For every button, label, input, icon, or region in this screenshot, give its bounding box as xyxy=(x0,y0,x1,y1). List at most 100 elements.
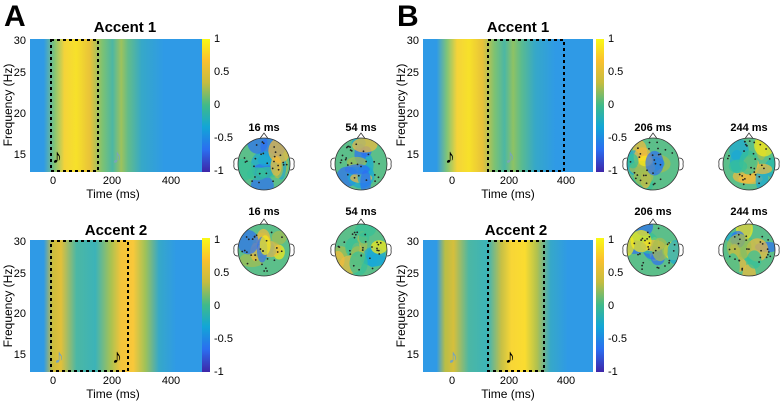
electrode-dot xyxy=(245,160,248,163)
scalp-blob xyxy=(257,154,273,167)
topo-time-label: 16 ms xyxy=(248,122,280,134)
scalp-topomap xyxy=(233,218,295,277)
cbar-tick: 1 xyxy=(214,33,221,45)
electrode-dot xyxy=(648,235,651,238)
electrode-dot xyxy=(353,236,356,239)
ear-marker xyxy=(289,243,295,257)
xtick: 0 xyxy=(49,375,57,387)
electrode-dot xyxy=(645,182,648,185)
electrode-dot xyxy=(652,251,655,254)
electrode-dot xyxy=(646,231,649,234)
electrode-dot xyxy=(760,249,762,252)
electrode-dot xyxy=(241,250,244,253)
electrode-dot xyxy=(352,264,355,267)
colorbar-a2 xyxy=(202,238,210,372)
electrode-dot xyxy=(738,173,741,176)
electrode-dot xyxy=(246,262,249,265)
electrode-dot xyxy=(749,173,752,176)
cbar-tick: -0.5 xyxy=(214,132,233,144)
electrode-dot xyxy=(346,164,349,166)
ear-marker xyxy=(622,157,628,171)
electrode-dot xyxy=(276,251,279,253)
electrode-dot xyxy=(758,261,760,263)
plot-title-a2: Accent 2 xyxy=(84,222,148,239)
electrode-dot xyxy=(765,148,767,150)
electrode-dot xyxy=(358,268,361,271)
electrode-dot xyxy=(668,259,671,262)
electrode-dot xyxy=(673,243,676,246)
electrode-dot xyxy=(255,234,258,237)
scalp-blob xyxy=(352,138,378,153)
electrode-dot xyxy=(247,238,250,241)
ear-marker xyxy=(233,243,239,257)
heatmap-a1 xyxy=(30,39,202,172)
electrode-dot xyxy=(738,238,741,241)
electrode-dot xyxy=(638,252,641,255)
head-outline xyxy=(334,137,388,191)
xtick: 0 xyxy=(448,175,456,187)
electrode-dot xyxy=(753,171,756,173)
cbar-tick: -1 xyxy=(214,165,224,177)
electrode-dot xyxy=(266,257,269,260)
topo-time-label: 16 ms xyxy=(248,206,280,218)
heatmap-fill xyxy=(30,39,202,172)
electrode-dot xyxy=(647,248,650,251)
scalp-blob xyxy=(754,138,775,157)
electrode-dot xyxy=(657,153,660,156)
electrode-dot xyxy=(758,175,761,178)
topo-time-label: 54 ms xyxy=(345,206,377,218)
note-icon: ♪ xyxy=(52,146,62,168)
electrode-dot xyxy=(733,236,736,238)
electrode-dot xyxy=(340,159,343,162)
electrode-dot xyxy=(362,150,365,153)
electrode-dot xyxy=(344,158,347,161)
scalp-topomap xyxy=(622,218,684,277)
ytick: 15 xyxy=(13,349,26,361)
electrode-dot xyxy=(734,248,736,250)
electrode-dot xyxy=(376,249,379,252)
electrode-dot xyxy=(671,152,674,154)
electrode-dot xyxy=(254,259,257,261)
electrode-dot xyxy=(254,157,257,160)
scalp-blob xyxy=(259,235,271,256)
electrode-dot xyxy=(260,153,263,156)
ear-marker xyxy=(386,243,392,257)
cbar-tick: 0.5 xyxy=(214,66,230,78)
electrode-dot xyxy=(264,267,267,270)
electrode-dot xyxy=(657,227,660,230)
electrode-dot xyxy=(339,161,342,164)
electrode-dot xyxy=(364,233,367,236)
electrode-dot xyxy=(341,154,344,157)
ytick: 30 xyxy=(406,35,419,47)
electrode-dot xyxy=(357,174,360,177)
cbar-tick: -0.5 xyxy=(214,333,233,345)
ear-marker xyxy=(622,243,628,257)
electrode-dot xyxy=(653,159,656,161)
electrode-dot xyxy=(274,151,277,154)
electrode-dot xyxy=(768,157,771,160)
window-box xyxy=(50,240,129,372)
scalp-topomap xyxy=(718,132,780,191)
electrode-dot xyxy=(266,270,268,272)
electrode-dot xyxy=(285,163,288,166)
ear-marker xyxy=(678,157,684,171)
electrode-dot xyxy=(261,250,264,252)
electrode-dot xyxy=(376,241,378,244)
colorbar-fill xyxy=(596,238,604,372)
electrode-dot xyxy=(355,143,358,146)
electrode-dot xyxy=(658,246,660,249)
cbar-tick: 0 xyxy=(214,300,221,312)
electrode-dot xyxy=(741,175,744,177)
panel-letter-b: B xyxy=(397,0,419,33)
nose-marker xyxy=(356,132,366,139)
note-icon: ♪ xyxy=(112,346,122,368)
electrode-dot xyxy=(645,174,647,177)
electrode-dot xyxy=(654,162,657,165)
electrode-dot xyxy=(374,180,376,183)
electrode-dot xyxy=(761,242,764,245)
electrode-dot xyxy=(349,149,352,151)
electrode-dot xyxy=(666,243,669,246)
electrode-dot xyxy=(659,178,662,181)
electrode-dot xyxy=(761,235,764,238)
electrode-dot xyxy=(350,162,353,165)
